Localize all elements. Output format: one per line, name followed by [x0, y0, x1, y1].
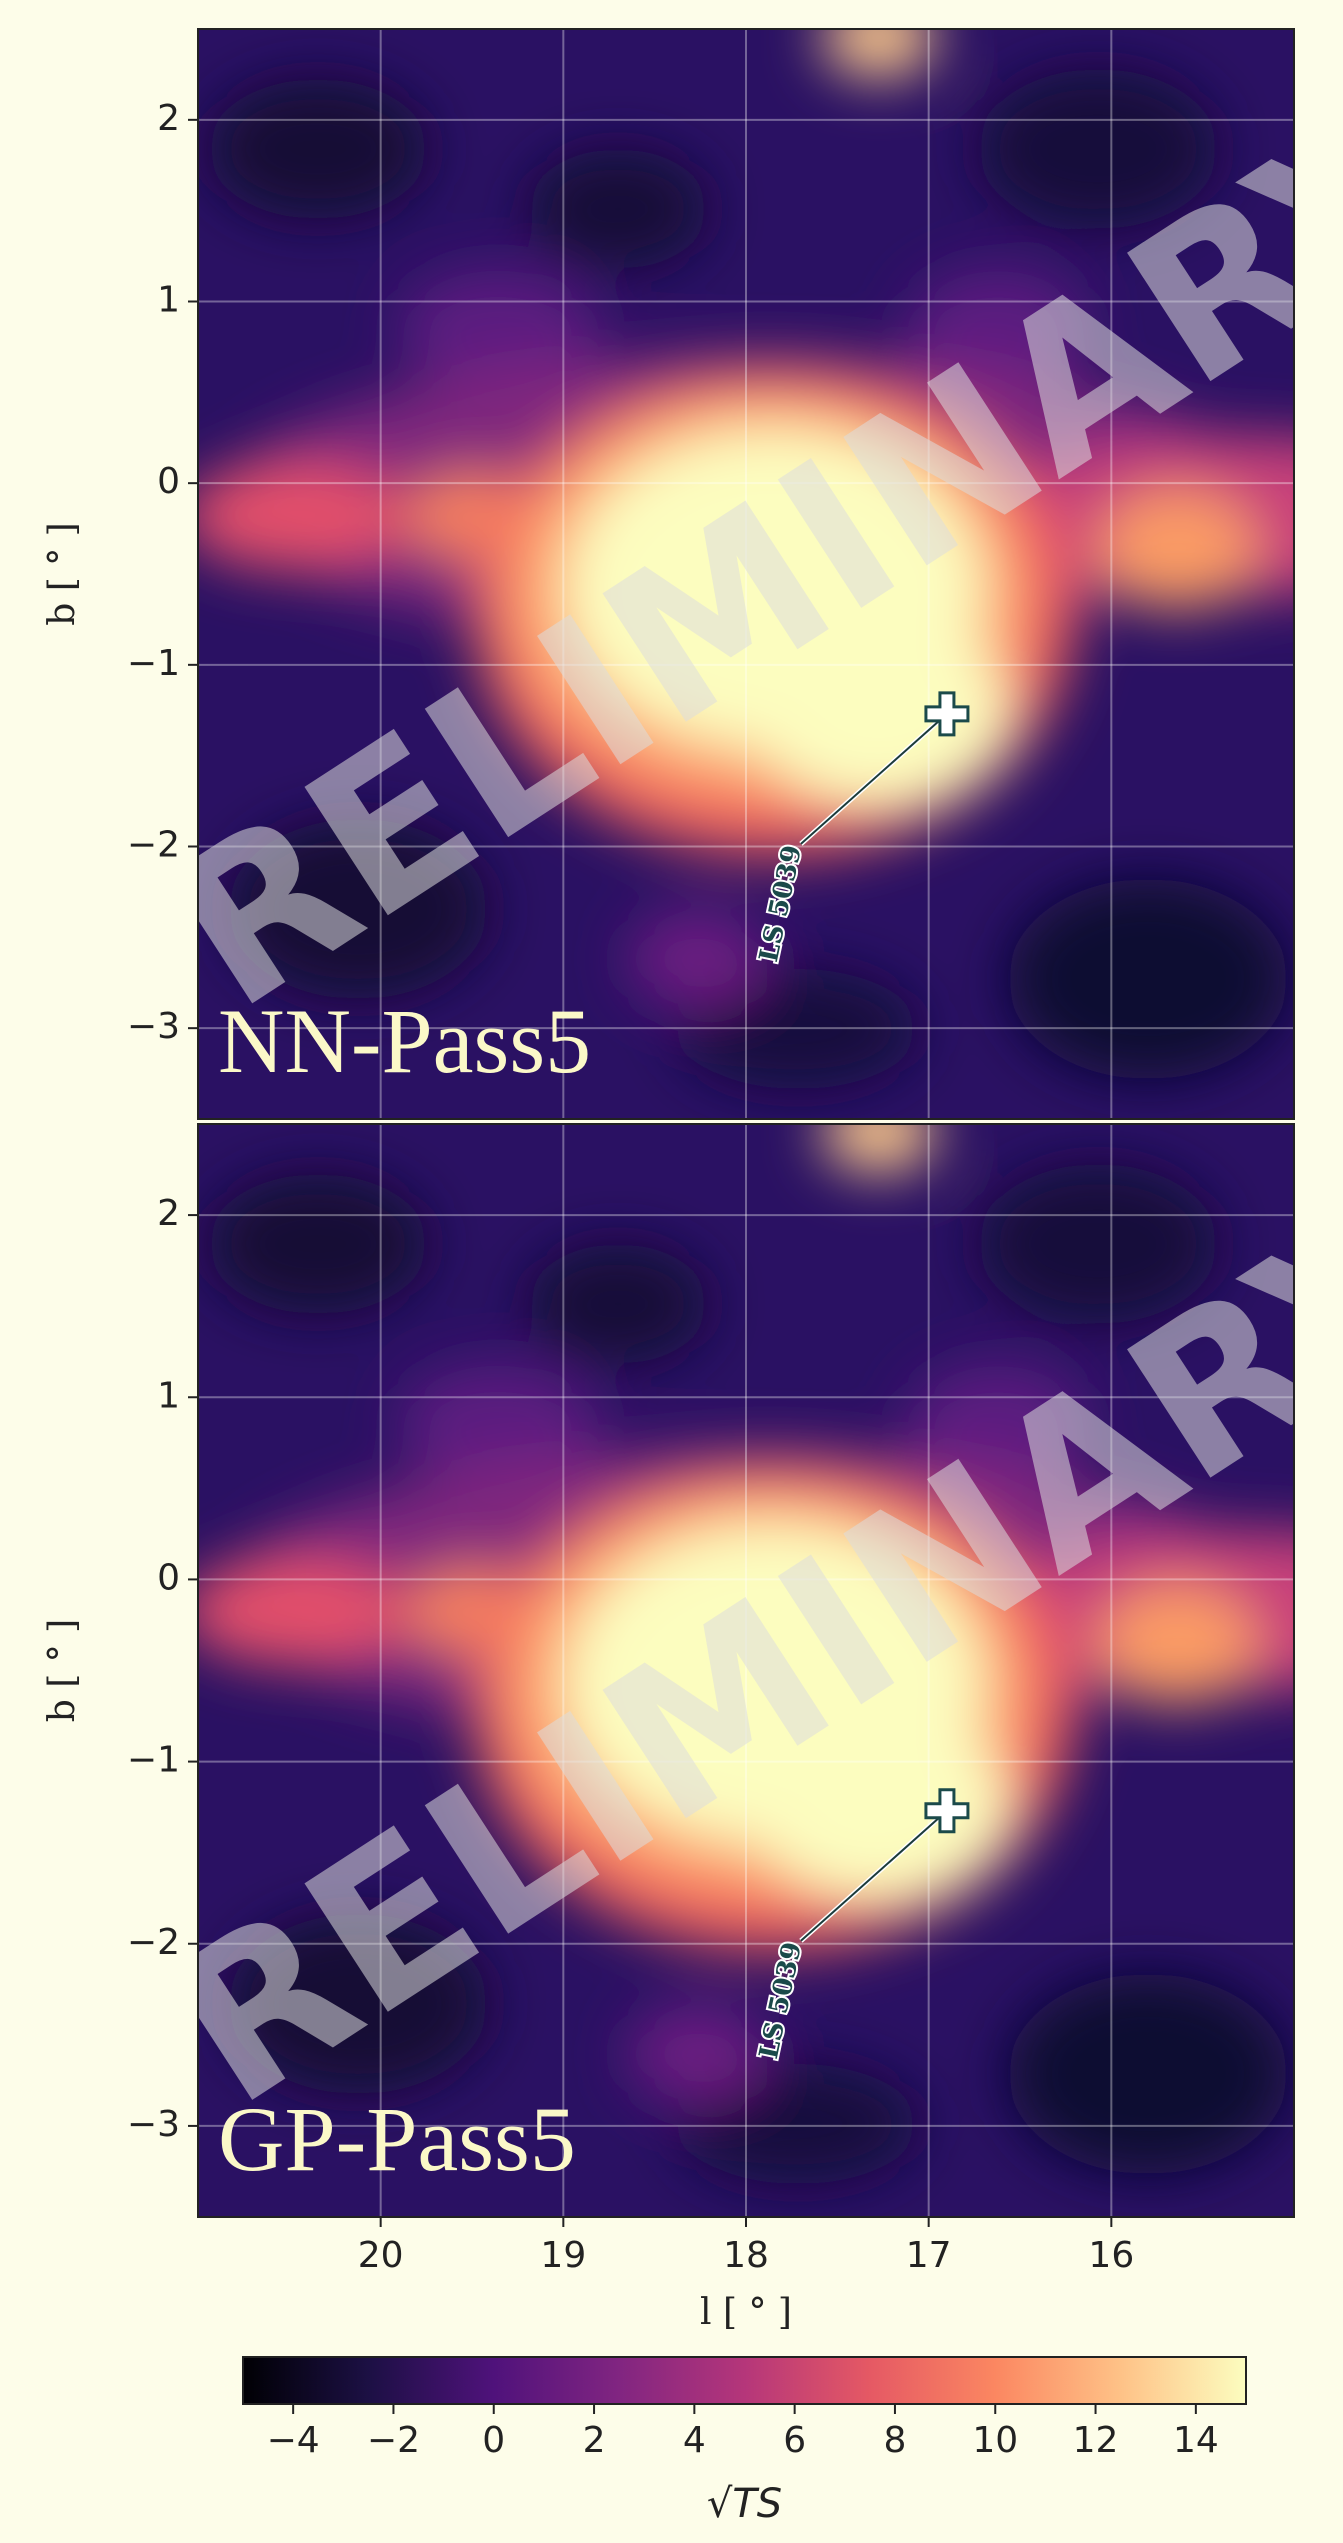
- y-tick-label: 1: [157, 1375, 180, 1416]
- y-tick-label: 0: [157, 461, 180, 502]
- x-axis-label: l [ ° ]: [700, 2292, 792, 2333]
- x-tick-label: 16: [1088, 2235, 1134, 2276]
- panel-label: GP-Pass5: [218, 2088, 576, 2190]
- colorbar: [243, 2357, 1246, 2404]
- colorbar-tick-label: −4: [267, 2420, 320, 2461]
- y-tick-label: −2: [127, 1922, 180, 1963]
- colorbar-tick-label: 2: [583, 2420, 606, 2461]
- colorbar-tick-label: 10: [972, 2420, 1018, 2461]
- colorbar-tick-label: 0: [482, 2420, 505, 2461]
- x-tick-label: 20: [358, 2235, 404, 2276]
- y-tick-label: −3: [127, 1006, 180, 1047]
- colorbar-tick-label: −2: [367, 2420, 420, 2461]
- x-tick-label: 17: [906, 2235, 952, 2276]
- y-axis-label: b [ ° ]: [42, 522, 83, 625]
- y-tick-label: −2: [127, 825, 180, 866]
- y-tick-label: 2: [157, 1193, 180, 1234]
- y-tick-label: 2: [157, 98, 180, 139]
- chart: PRELIMINARYLS 5039NN-Pass5−3−2−1012b [ °…: [0, 0, 1343, 2543]
- colorbar-label: √TS: [707, 2481, 782, 2527]
- colorbar-tick-label: 12: [1073, 2420, 1119, 2461]
- y-axis-label: b [ ° ]: [42, 1619, 83, 1722]
- page: PRELIMINARYLS 5039NN-Pass5−3−2−1012b [ °…: [0, 0, 1343, 2543]
- x-tick-label: 18: [723, 2235, 769, 2276]
- y-tick-label: −3: [127, 2104, 180, 2145]
- colorbar-tick-label: 6: [783, 2420, 806, 2461]
- panel-label: NN-Pass5: [218, 990, 591, 1092]
- y-tick-label: 0: [157, 1557, 180, 1598]
- y-tick-label: −1: [127, 1740, 180, 1781]
- colorbar-tick-label: 8: [883, 2420, 906, 2461]
- y-tick-label: 1: [157, 280, 180, 321]
- colorbar-tick-label: 4: [683, 2420, 706, 2461]
- x-tick-label: 19: [540, 2235, 586, 2276]
- colorbar-tick-label: 14: [1173, 2420, 1219, 2461]
- y-tick-label: −1: [127, 643, 180, 684]
